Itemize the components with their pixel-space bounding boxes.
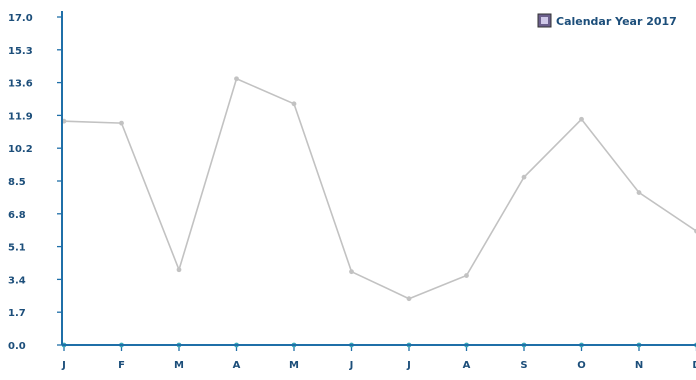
x-tick-label: A — [463, 360, 471, 371]
y-tick-labels: 17.0 15.3 13.6 11.9 10.2 8.5 6.8 5.1 3.4 1.7 0.0 — [8, 13, 33, 352]
series-line-1 — [63, 77, 696, 300]
data-point — [176, 267, 182, 273]
x-tick-label: O — [577, 360, 586, 371]
y-tick-label: 10.2 — [8, 144, 33, 155]
x-tick-label: M — [289, 360, 299, 371]
y-tick-label: 8.5 — [8, 177, 26, 188]
y-tick-label: 1.7 — [8, 308, 26, 319]
y-tick-label: 5.1 — [8, 243, 26, 254]
data-point — [119, 120, 124, 126]
y-tick-label: 15.3 — [8, 46, 33, 57]
legend[interactable]: Calendar Year 2017 — [537, 13, 677, 28]
x-tick-label: J — [406, 360, 411, 371]
x-tick-label: J — [61, 360, 66, 371]
data-point — [636, 190, 642, 195]
x-tick-label: F — [118, 360, 125, 371]
y-tick-label: 13.6 — [8, 79, 33, 90]
data-point — [406, 296, 412, 302]
legend-label: Calendar Year 2017 — [556, 15, 677, 28]
x-tick-label: A — [233, 360, 241, 371]
series-group — [61, 76, 696, 348]
data-point — [234, 76, 239, 82]
x-tick-label: N — [635, 360, 643, 371]
data-point — [291, 101, 297, 107]
x-tick-label: J — [349, 360, 354, 371]
data-point — [349, 269, 354, 275]
x-tick-label: M — [174, 360, 184, 371]
y-tick-label: 6.8 — [8, 210, 26, 221]
y-tick-label: 0.0 — [8, 341, 26, 352]
data-point — [579, 116, 584, 122]
data-point — [464, 273, 469, 278]
y-tick-label: 17.0 — [8, 13, 33, 24]
y-tick-label: 11.9 — [8, 111, 33, 122]
y-tick-label: 3.4 — [8, 275, 26, 286]
x-tick-label: D — [692, 360, 696, 371]
x-tick-labels: JFMAMJJASOND — [61, 360, 696, 371]
legend-swatch-inner — [541, 17, 548, 24]
x-tick-label: S — [520, 360, 527, 371]
data-point — [521, 174, 527, 180]
